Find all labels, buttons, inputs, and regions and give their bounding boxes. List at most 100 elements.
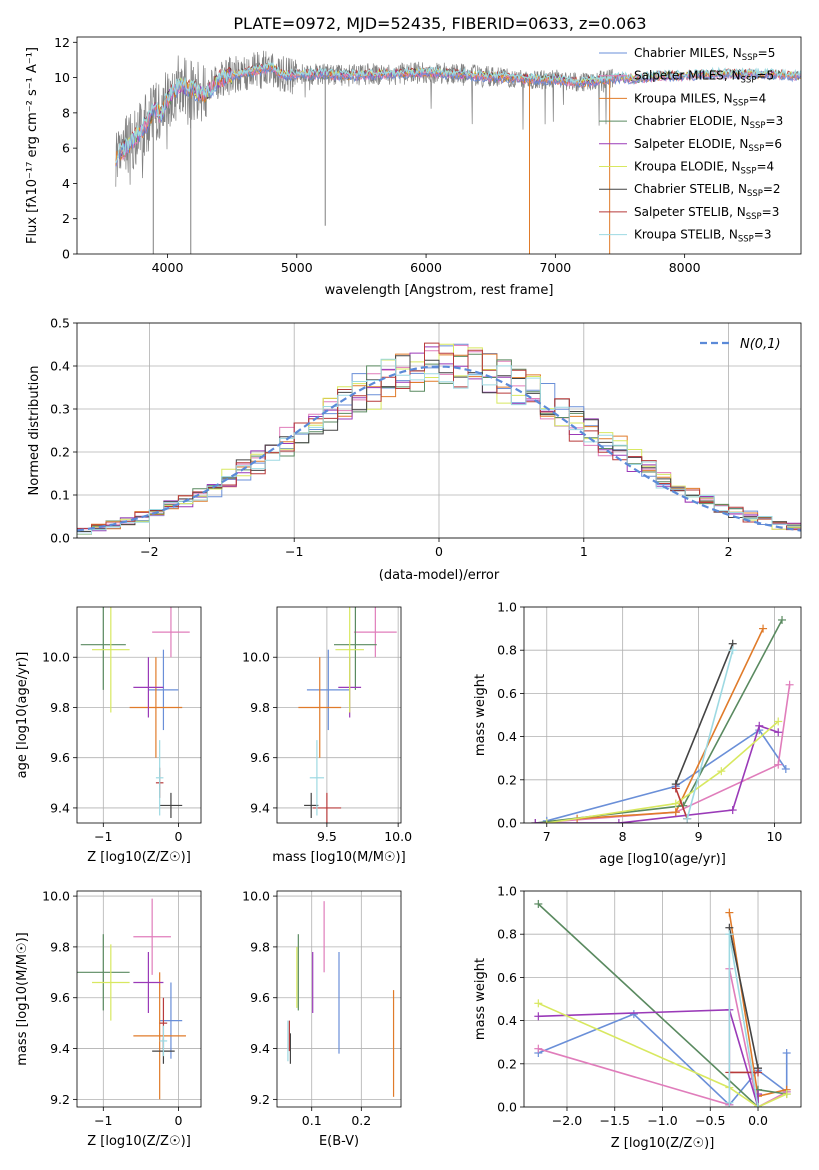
axes-frame bbox=[276, 606, 402, 824]
plot-content bbox=[115, 50, 801, 254]
y-tick-label: 0.2 bbox=[50, 445, 70, 460]
y-tick-label: 0.3 bbox=[50, 402, 70, 417]
mass-weight-marker bbox=[785, 680, 794, 689]
mass-weight-marker bbox=[728, 806, 737, 815]
legend-label-prefix: Salpeter ELODIE, N bbox=[634, 137, 748, 151]
y-tick-label: 6 bbox=[62, 141, 70, 156]
y-tick-label: 0.6 bbox=[497, 686, 517, 701]
model-spectrum-line bbox=[115, 65, 801, 168]
figure-title: PLATE=0972, MJD=52435, FIBERID=0633, z=0… bbox=[233, 14, 646, 33]
plot-content bbox=[80, 607, 190, 818]
mass-weight-marker bbox=[534, 899, 543, 908]
mass-weight-series-line bbox=[686, 649, 734, 819]
legend-label-prefix: Kroupa ELODIE, N bbox=[634, 160, 741, 174]
y-tick-label: 0.0 bbox=[50, 531, 70, 546]
legend-label-prefix: Salpeter MILES, N bbox=[634, 69, 741, 83]
x-tick-label: 0 bbox=[174, 1113, 182, 1128]
legend-label-sub: SSP bbox=[748, 144, 764, 154]
legend-label-sub: SSP bbox=[738, 235, 754, 245]
error-bar-point bbox=[159, 792, 183, 818]
x-axis-label: Z [log10(Z/Z☉)] bbox=[87, 850, 191, 865]
error-bar-point bbox=[155, 740, 164, 816]
legend-label-prefix: Chabrier MILES, N bbox=[634, 46, 742, 60]
error-bar-point bbox=[309, 740, 325, 816]
y-tick-label: 1.0 bbox=[497, 884, 517, 899]
y-tick-label: 0.4 bbox=[50, 359, 70, 374]
y-tick-label: 0.1 bbox=[50, 488, 70, 503]
y-tick-label: 0.5 bbox=[50, 316, 70, 331]
x-tick-label: 8000 bbox=[669, 260, 701, 275]
axes-frame bbox=[523, 606, 802, 824]
y-tick-label: 0.8 bbox=[497, 643, 517, 658]
mass-weight-marker bbox=[754, 1103, 763, 1107]
legend-label-suffix: =4 bbox=[749, 91, 767, 105]
plot-area bbox=[524, 607, 801, 823]
y-tick-label: 10.0 bbox=[242, 650, 270, 665]
mass-weight-marker bbox=[759, 624, 768, 633]
legend-label: Salpeter STELIB, NSSP=3 bbox=[634, 205, 779, 222]
y-tick-label: 0.8 bbox=[497, 927, 517, 942]
x-tick-label: 0.0 bbox=[748, 1113, 768, 1128]
y-axis-label: Normed distribution bbox=[27, 366, 42, 496]
mass-weight-series-line bbox=[537, 1002, 788, 1107]
mass-weight-marker bbox=[725, 908, 734, 917]
plot-content bbox=[77, 342, 801, 535]
model-spectrum-line bbox=[115, 64, 801, 167]
mass-weight-marker bbox=[782, 1090, 791, 1099]
legend-label-suffix: =5 bbox=[758, 46, 776, 60]
mass-weight-marker bbox=[725, 930, 734, 939]
legend-label: Salpeter MILES, NSSP=5 bbox=[634, 69, 774, 86]
x-axis-label: (data-model)/error bbox=[379, 568, 500, 583]
legend-label-prefix: Chabrier ELODIE, N bbox=[634, 114, 750, 128]
x-tick-label: 7000 bbox=[539, 260, 571, 275]
x-tick-label: 8 bbox=[619, 829, 627, 844]
x-axis-label: mass [log10(M/M☉)] bbox=[272, 850, 405, 865]
y-axis-label: mass weight bbox=[473, 674, 488, 756]
plot-content bbox=[287, 901, 395, 1097]
mass-weight-marker bbox=[782, 1049, 791, 1057]
plot-mass-vs-z: −1 0 9.2 9.4 9.6 9.8 10.0 Z [log10(Z/Z☉)] mass [… bbox=[15, 889, 202, 1149]
mass-weight-series-line bbox=[546, 720, 779, 823]
legend-label-suffix: =6 bbox=[764, 137, 782, 151]
grid bbox=[77, 891, 201, 1107]
mass-weight-marker bbox=[728, 646, 737, 655]
y-tick-label: 4 bbox=[62, 176, 70, 191]
plot-content bbox=[534, 899, 791, 1107]
error-bar-point bbox=[148, 649, 179, 731]
y-tick-label: 0.0 bbox=[497, 816, 517, 831]
legend-label: Chabrier ELODIE, NSSP=3 bbox=[634, 114, 783, 131]
error-bar-point bbox=[335, 607, 364, 713]
error-bar-point bbox=[133, 972, 186, 1100]
y-tick-label: 10.0 bbox=[42, 650, 70, 665]
y-tick-label: 9.4 bbox=[50, 800, 70, 815]
legend-label-prefix: Salpeter STELIB, N bbox=[634, 205, 746, 219]
x-tick-label: −0.5 bbox=[695, 1113, 725, 1128]
x-tick-label: 7 bbox=[543, 829, 551, 844]
y-tick-label: 9.6 bbox=[250, 990, 270, 1005]
mass-weight-marker bbox=[774, 760, 783, 769]
y-tick-label: 10 bbox=[54, 70, 70, 85]
y-tick-label: 10.0 bbox=[42, 889, 70, 904]
legend-label: N(0,1) bbox=[740, 337, 781, 352]
mass-weight-marker bbox=[781, 765, 790, 773]
legend-label-prefix: Chabrier STELIB, N bbox=[634, 182, 747, 196]
y-axis-label: age [log10(age/yr)] bbox=[15, 652, 30, 779]
y-tick-label: 9.2 bbox=[250, 1092, 270, 1107]
mass-weight-marker bbox=[671, 784, 680, 793]
y-tick-label: 9.2 bbox=[50, 1092, 70, 1107]
error-bar-point bbox=[77, 934, 130, 1011]
y-axis-label: mass weight bbox=[473, 958, 488, 1040]
x-axis-label: wavelength [Angstrom, rest frame] bbox=[325, 283, 554, 298]
mass-weight-marker bbox=[534, 999, 543, 1008]
legend-label: Kroupa MILES, NSSP=4 bbox=[634, 91, 766, 108]
mass-weight-series-line bbox=[546, 728, 787, 822]
error-bar-point bbox=[92, 944, 130, 1021]
error-bar-point bbox=[92, 607, 130, 713]
x-tick-label: 10 bbox=[766, 829, 782, 844]
x-tick-label: −2 bbox=[140, 544, 158, 559]
axes-frame bbox=[76, 890, 202, 1108]
error-bar-point bbox=[306, 649, 350, 731]
mass-weight-marker bbox=[717, 767, 726, 776]
mass-weight-marker bbox=[542, 819, 551, 823]
x-axis-label: Z [log10(Z/Z☉)] bbox=[611, 1136, 715, 1151]
